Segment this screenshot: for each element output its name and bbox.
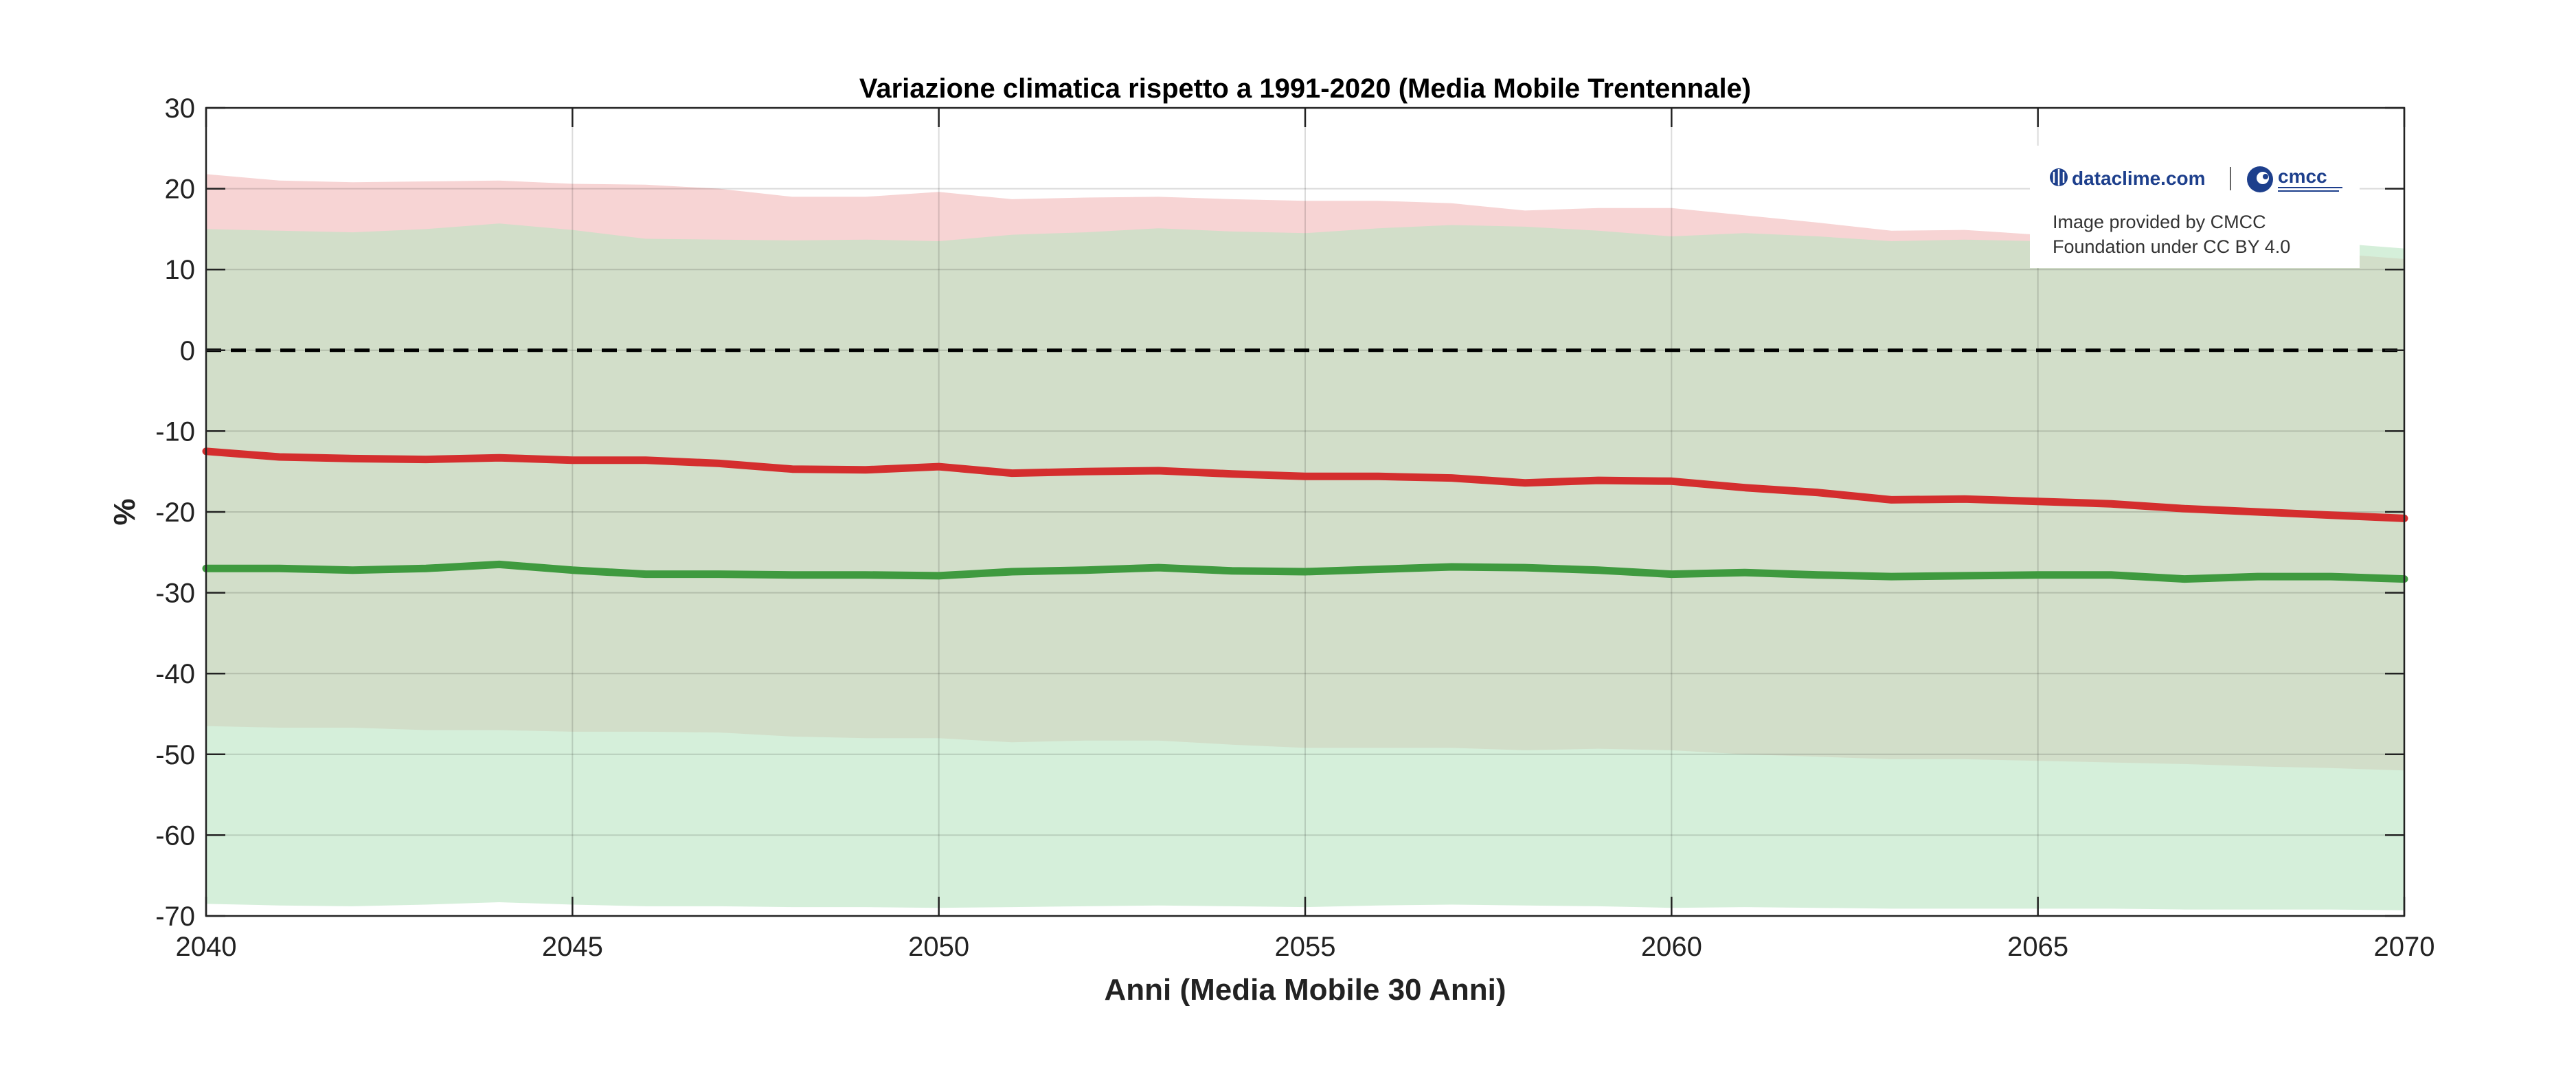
x-tick-label: 2070 xyxy=(2374,932,2435,962)
y-tick-label: 20 xyxy=(165,175,196,205)
dataclime-logo-text: dataclime.com xyxy=(2072,168,2206,189)
y-tick-label: 0 xyxy=(180,336,195,366)
x-axis-label: Anni (Media Mobile 30 Anni) xyxy=(1104,973,1506,1007)
x-tick-label: 2065 xyxy=(2007,932,2068,962)
y-tick-label: -30 xyxy=(155,579,195,609)
y-tick-labels: 30 20 10 0 -10 -20 -30 -40 -50 -60 -70 xyxy=(155,93,195,932)
axis-ticks xyxy=(205,107,2406,917)
y-tick-label: -70 xyxy=(155,902,195,932)
cmcc-logo-text: cmcc xyxy=(2278,166,2327,187)
y-axis-label: % xyxy=(108,498,142,525)
y-tick-label: -40 xyxy=(155,659,195,689)
y-tick-label: -50 xyxy=(155,740,195,770)
dataclime-logo: dataclime.com xyxy=(2050,168,2206,189)
y-tick-label: -20 xyxy=(155,497,195,528)
cmcc-logo: cmcc xyxy=(2247,166,2342,192)
grid-lines xyxy=(205,107,2405,917)
credit-line-1: Image provided by CMCC xyxy=(2053,212,2266,232)
credit-line-2: Foundation under CC BY 4.0 xyxy=(2053,236,2290,257)
x-tick-label: 2040 xyxy=(176,932,237,962)
x-tick-label: 2045 xyxy=(542,932,603,962)
band-series-2 xyxy=(206,223,2404,910)
y-tick-label: -10 xyxy=(155,416,195,447)
chart-title: Variazione climatica rispetto a 1991-202… xyxy=(859,74,1751,104)
y-tick-label: 30 xyxy=(165,93,196,124)
x-tick-labels: 2040 2045 2050 2055 2060 2065 2070 xyxy=(176,932,2435,962)
series-line-2 xyxy=(202,560,2408,583)
x-tick-label: 2050 xyxy=(908,932,969,962)
x-tick-label: 2060 xyxy=(1641,932,1702,962)
series-lines xyxy=(202,447,2408,583)
y-tick-label: 10 xyxy=(165,255,196,285)
series-line-1 xyxy=(202,447,2408,522)
credit-box: dataclime.com cmcc Image provided by CMC… xyxy=(2030,146,2360,268)
y-tick-label: -60 xyxy=(155,820,195,851)
credit-background xyxy=(2030,146,2360,268)
x-tick-label: 2055 xyxy=(1275,932,1336,962)
uncertainty-bands xyxy=(206,174,2404,910)
